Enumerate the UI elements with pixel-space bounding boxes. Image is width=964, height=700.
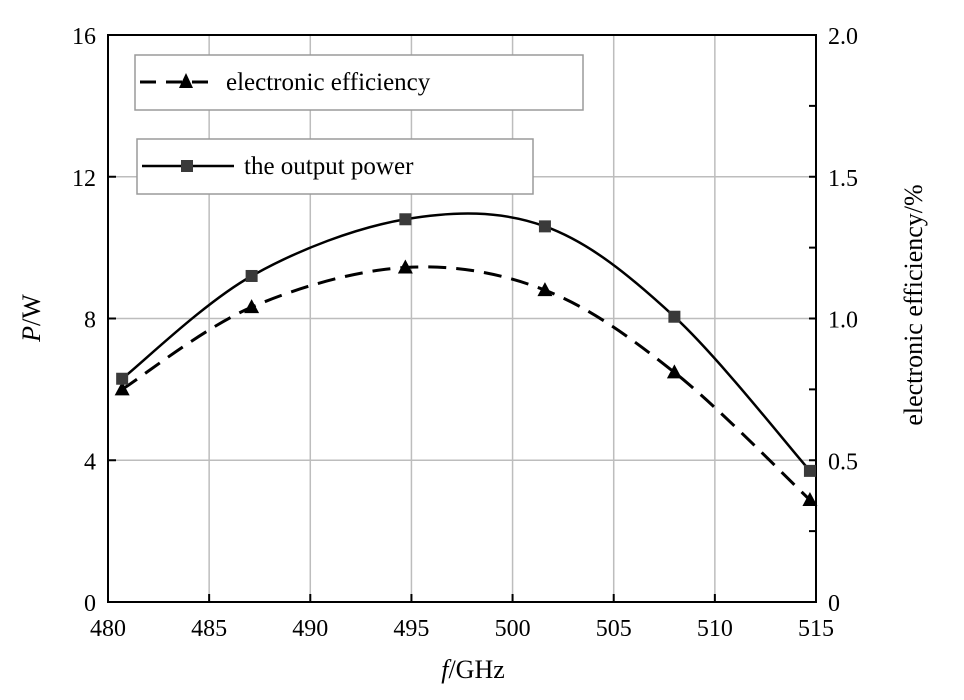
x-tick-label: 490 xyxy=(292,616,328,642)
efficiency-point xyxy=(397,259,413,274)
tick-labels: 480 485 490 495 500 505 510 515048121600.51.01.… xyxy=(72,24,858,642)
x-tick-label: 480 xyxy=(90,616,126,642)
efficiency-point xyxy=(802,491,818,506)
legend-efficiency-marker xyxy=(179,73,193,88)
x-tick-label: 515 xyxy=(798,616,834,642)
power-point xyxy=(538,220,551,233)
x-tick-label: 495 xyxy=(393,616,429,642)
legend-power: the output power xyxy=(136,138,534,195)
series-line-power xyxy=(121,212,811,472)
series-layer xyxy=(114,212,818,506)
x-tick-label: 500 xyxy=(495,616,531,642)
efficiency-point xyxy=(244,299,260,314)
legend-efficiency-box xyxy=(134,54,584,111)
power-point xyxy=(668,310,681,323)
y-right-tick-label: 1.5 xyxy=(828,166,858,192)
legend-power-marker xyxy=(181,160,193,172)
y-right-tick-label: 1.0 xyxy=(828,308,858,334)
legend-efficiency-label: electronic efficiency xyxy=(226,69,431,96)
y-left-tick-label: 12 xyxy=(72,166,96,192)
x-tick-label: 485 xyxy=(191,616,227,642)
y-left-axis-title: P/W xyxy=(17,294,46,343)
legend-efficiency: electronic efficiency xyxy=(134,54,584,111)
power-point xyxy=(399,213,412,226)
y-left-tick-label: 4 xyxy=(84,449,96,475)
ticks xyxy=(107,34,817,603)
legend-power-label: the output power xyxy=(244,153,414,180)
efficiency-point xyxy=(666,364,682,379)
x-tick-label: 510 xyxy=(697,616,733,642)
x-tick-label: 505 xyxy=(596,616,632,642)
power-point xyxy=(116,372,129,385)
efficiency-point xyxy=(114,381,130,396)
y-right-tick-label: 0 xyxy=(828,591,840,617)
y-right-tick-label: 0.5 xyxy=(828,449,858,475)
y-right-axis-title: electronic efficiency/% xyxy=(899,184,928,425)
y-left-tick-label: 0 xyxy=(84,591,96,617)
legend-power-box xyxy=(136,138,534,195)
y-left-tick-label: 16 xyxy=(72,24,96,50)
power-point xyxy=(803,464,816,477)
y-right-tick-label: 2.0 xyxy=(828,24,858,50)
power-point xyxy=(245,269,258,282)
x-axis-title: f/GHz xyxy=(441,655,505,684)
y-left-tick-label: 8 xyxy=(84,308,96,334)
efficiency-point xyxy=(537,282,553,297)
